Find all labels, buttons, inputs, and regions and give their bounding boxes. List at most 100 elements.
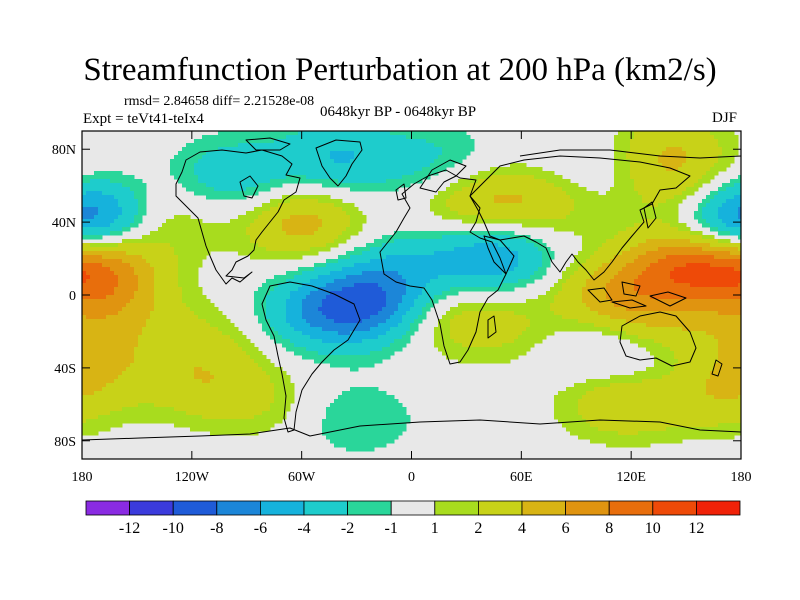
field-cell [338,175,343,180]
field-cell [250,155,255,160]
field-cell [730,243,735,248]
field-cell [502,183,507,188]
field-cell [494,279,499,284]
field-cell [86,199,91,204]
field-cell [734,195,739,200]
field-cell [658,155,663,160]
field-cell [86,283,91,288]
field-cell [566,291,571,296]
field-cell [310,155,315,160]
field-cell [514,271,519,276]
field-cell [86,179,91,184]
field-cell [266,243,271,248]
field-cell [594,215,599,220]
field-cell [298,171,303,176]
field-cell [350,279,355,284]
field-cell [430,263,435,268]
field-cell [726,227,731,232]
field-cell [102,251,107,256]
field-cell [450,263,455,268]
field-cell [98,283,103,288]
field-cell [538,179,543,184]
field-cell [270,159,275,164]
field-cell [166,287,171,292]
field-cell [278,227,283,232]
field-cell [402,247,407,252]
field-cell [466,143,471,148]
field-cell [142,287,147,292]
field-cell [346,275,351,280]
field-cell [654,231,659,236]
field-cell [486,255,491,260]
field-cell [158,275,163,280]
field-cell [478,187,483,192]
field-cell [350,131,355,136]
field-cell [406,147,411,152]
field-cell [626,275,631,280]
field-cell [622,235,627,240]
field-cell [430,139,435,144]
field-cell [574,287,579,292]
field-cell [526,215,531,220]
field-cell [146,283,151,288]
field-cell [702,167,707,172]
field-cell [210,243,215,248]
field-cell [606,219,611,224]
field-cell [706,195,711,200]
field-cell [118,267,123,272]
field-cell [382,179,387,184]
field-cell [706,143,711,148]
field-cell [510,271,515,276]
field-cell [558,227,563,232]
field-cell [730,251,735,256]
field-cell [702,147,707,152]
field-cell [94,263,99,268]
field-cell [426,247,431,252]
field-cell [634,255,639,260]
field-cell [230,247,235,252]
field-cell [518,203,523,208]
field-cell [282,283,287,288]
field-cell [250,191,255,196]
field-cell [318,235,323,240]
field-cell [394,183,399,188]
field-cell [166,271,171,276]
field-cell [654,187,659,192]
field-cell [626,155,631,160]
field-cell [670,215,675,220]
field-cell [326,291,331,296]
field-cell [354,283,359,288]
field-cell [702,267,707,272]
field-cell [718,151,723,156]
field-cell [530,279,535,284]
field-cell [634,167,639,172]
field-cell [262,239,267,244]
field-cell [246,247,251,252]
field-cell [270,203,275,208]
field-cell [634,223,639,228]
field-cell [82,223,87,228]
field-cell [122,247,127,252]
field-cell [366,263,371,268]
field-cell [406,159,411,164]
field-cell [322,247,327,252]
field-cell [314,195,319,200]
field-cell [406,151,411,156]
field-cell [678,131,683,136]
field-cell [470,199,475,204]
field-cell [474,251,479,256]
field-cell [662,239,667,244]
field-cell [678,243,683,248]
field-cell [514,247,519,252]
field-cell [454,147,459,152]
field-cell [106,191,111,196]
field-cell [90,179,95,184]
field-cell [138,287,143,292]
field-cell [458,139,463,144]
field-cell [246,147,251,152]
field-cell [498,275,503,280]
field-cell [634,131,639,136]
field-cell [438,135,443,140]
field-cell [514,283,519,288]
field-cell [698,215,703,220]
